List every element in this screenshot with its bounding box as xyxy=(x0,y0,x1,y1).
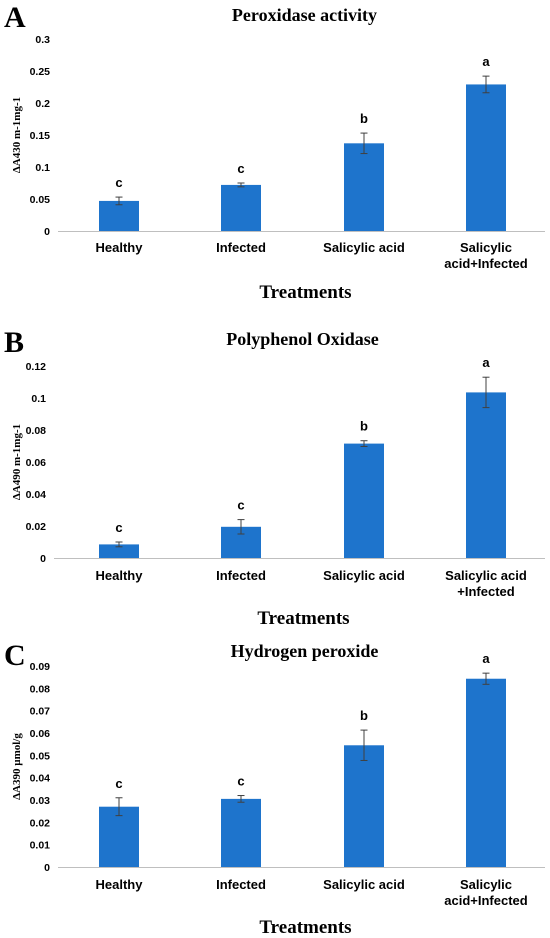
y-tick-label: 0 xyxy=(44,226,50,238)
y-tick-label: 0.06 xyxy=(30,728,51,740)
chart-panel-a: A Peroxidase activity ΔA430 m-1mg-1 0 0.05 0.… xyxy=(4,1,545,303)
y-tick-label: 0.1 xyxy=(35,162,50,174)
y-tick-label: 0.3 xyxy=(35,34,50,46)
y-tick-label: 0.04 xyxy=(30,773,51,785)
significance-letter: a xyxy=(482,355,490,370)
bar xyxy=(344,745,384,867)
bar xyxy=(221,798,261,867)
y-tick-label: 0.04 xyxy=(26,489,47,501)
x-axis-title: Treatments xyxy=(259,917,351,938)
y-tick-label: 0.06 xyxy=(26,457,47,469)
chart-title: Polyphenol Oxidase xyxy=(226,329,379,349)
x-tick-label: Salicylic xyxy=(460,877,512,892)
y-tick-label: 0.02 xyxy=(30,817,51,829)
bar xyxy=(466,678,506,867)
y-tick-label: 0.02 xyxy=(26,521,47,533)
panel-letter: C xyxy=(4,639,26,672)
x-axis-title: Treatments xyxy=(257,608,349,629)
x-tick-label: Infected xyxy=(216,240,266,255)
chart-panel-c: C Hydrogen peroxide ΔA390 µmol/g 0 0.01 0.02 0… xyxy=(4,639,545,938)
bar xyxy=(466,84,506,231)
y-tick-label: 0.05 xyxy=(30,194,51,206)
bar xyxy=(99,544,139,558)
x-tick-label: Healthy xyxy=(96,568,144,583)
y-tick-label: 0 xyxy=(44,862,50,874)
x-tick-label: Healthy xyxy=(96,240,144,255)
y-tick-label: 0.25 xyxy=(30,66,51,78)
y-tick-label: 0.09 xyxy=(30,661,51,673)
panel-letter: B xyxy=(4,326,24,359)
x-tick-label: acid+Infected xyxy=(444,256,528,271)
significance-letter: b xyxy=(360,111,368,126)
y-tick-label: 0.03 xyxy=(30,795,51,807)
bar xyxy=(344,443,384,558)
y-axis-label: ΔA390 µmol/g xyxy=(11,733,23,800)
y-axis-label: ΔA430 m-1mg-1 xyxy=(11,97,23,173)
significance-letter: b xyxy=(360,708,368,723)
x-tick-label: Salicylic acid xyxy=(323,568,405,583)
x-tick-label: Salicylic xyxy=(460,240,512,255)
significance-letter: c xyxy=(115,776,122,791)
bar xyxy=(221,184,261,231)
significance-letter: c xyxy=(237,161,244,176)
chart-title: Hydrogen peroxide xyxy=(231,641,379,661)
y-tick-label: 0.12 xyxy=(26,361,47,373)
x-tick-label: Salicylic acid xyxy=(323,240,405,255)
x-tick-label: Salicylic acid xyxy=(323,877,405,892)
y-tick-label: 0.05 xyxy=(30,750,51,762)
y-tick-label: 0.08 xyxy=(30,683,51,695)
x-tick-label: +Infected xyxy=(457,584,514,599)
significance-letter: b xyxy=(360,419,368,434)
bar xyxy=(466,392,506,558)
significance-letter: c xyxy=(115,520,122,535)
significance-letter: c xyxy=(237,774,244,789)
significance-letter: c xyxy=(237,498,244,513)
y-tick-label: 0.01 xyxy=(30,840,51,852)
y-tick-label: 0.07 xyxy=(30,706,51,718)
x-tick-label: Healthy xyxy=(96,877,144,892)
y-tick-label: 0.1 xyxy=(31,393,46,405)
x-axis-title: Treatments xyxy=(259,282,351,303)
bar xyxy=(99,200,139,231)
x-tick-label: Infected xyxy=(216,877,266,892)
bar xyxy=(344,143,384,231)
x-tick-label: Infected xyxy=(216,568,266,583)
bar xyxy=(99,806,139,867)
panel-letter: A xyxy=(4,1,26,34)
significance-letter: a xyxy=(482,651,490,666)
y-tick-label: 0 xyxy=(40,553,46,565)
chart-panel-b: B Polyphenol Oxidase ΔA490 m-1mg-1 0 0.02 0.0… xyxy=(4,326,545,629)
x-tick-label: acid+Infected xyxy=(444,893,528,908)
significance-letter: a xyxy=(482,54,490,69)
significance-letter: c xyxy=(115,175,122,190)
y-tick-label: 0.08 xyxy=(26,425,47,437)
x-tick-label: Salicylic acid xyxy=(445,568,527,583)
y-tick-label: 0.15 xyxy=(30,130,51,142)
chart-title: Peroxidase activity xyxy=(232,5,377,25)
y-axis-label: ΔA490 m-1mg-1 xyxy=(11,424,23,500)
y-tick-label: 0.2 xyxy=(35,98,50,110)
